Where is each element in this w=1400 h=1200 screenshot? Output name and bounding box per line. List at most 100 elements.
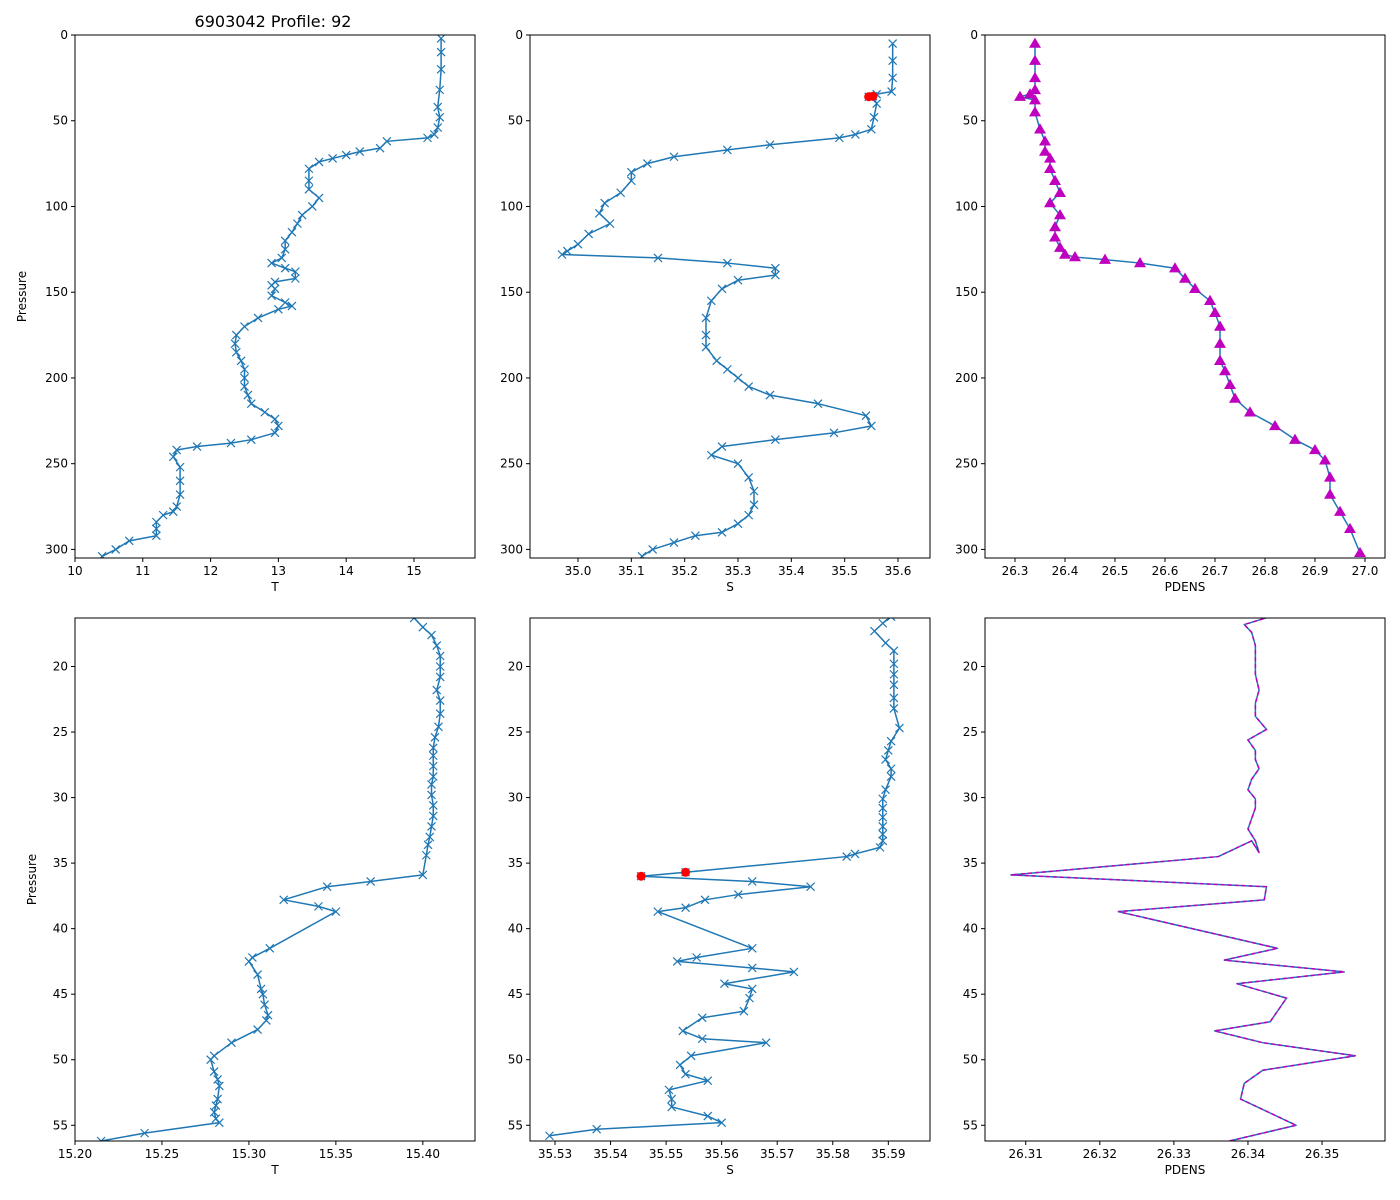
data-point-34 <box>1229 392 1241 403</box>
data-point-67 <box>111 545 121 554</box>
data-point-28 <box>314 901 323 911</box>
y-tick-label-3: 150 <box>955 285 978 299</box>
data-point-50 <box>703 1076 713 1086</box>
data-point-42 <box>236 356 246 366</box>
x-tick-label-4: 26.7 <box>1202 564 1229 578</box>
data-point-6 <box>889 669 899 679</box>
data-point-37 <box>747 963 757 973</box>
panel-bot-s: 35.53 35.54 35.55 35.56 35.57 35.58 35.59 20 25 3… <box>508 617 931 1177</box>
data-point-44 <box>1354 546 1366 558</box>
x-tick-label-3: 35.56 <box>704 1147 738 1161</box>
y-tick-label-2: 100 <box>500 199 523 213</box>
data-point-3 <box>435 85 445 95</box>
data-point-31 <box>717 284 727 294</box>
x-tick-label-3: 35.3 <box>725 564 752 578</box>
data-point-7 <box>889 680 899 690</box>
y-tick-label-4: 40 <box>508 922 523 936</box>
data-point-39 <box>253 1025 263 1035</box>
panel-bot-pdens: 26.31 26.32 26.33 26.34 26.35 20 25 30 35 40 45 50 5… <box>963 617 1386 1177</box>
data-point-29 <box>770 270 780 280</box>
x-axis-label: PDENS <box>1165 580 1206 594</box>
data-point-48 <box>209 1107 219 1117</box>
data-point-8 <box>423 133 432 143</box>
axes-frame <box>74 617 476 1142</box>
data-point-27 <box>280 263 290 273</box>
data-point-26 <box>322 882 332 892</box>
y-tick-label-4: 200 <box>45 371 68 385</box>
series-line <box>1019 43 1361 554</box>
x-tick-label-1: 26.32 <box>1083 1147 1117 1161</box>
data-point-9 <box>889 704 899 713</box>
x-tick-label-1: 35.1 <box>618 564 645 578</box>
data-point-3 <box>881 638 890 648</box>
x-tick-label-1: 11 <box>135 564 150 578</box>
x-tick-label-0: 35.53 <box>538 1147 572 1161</box>
data-point-34 <box>701 330 711 340</box>
data-point-34 <box>747 943 757 953</box>
x-tick-label-3: 13 <box>271 564 286 578</box>
data-point-4 <box>433 102 443 112</box>
data-point-51 <box>140 1128 149 1138</box>
data-point-45 <box>214 1081 224 1091</box>
data-point-47 <box>686 1051 696 1061</box>
y-tick-label-5: 250 <box>45 457 68 471</box>
data-point-9 <box>435 709 445 719</box>
data-point-38 <box>261 1015 271 1025</box>
y-tick-label-6: 300 <box>955 542 978 556</box>
data-point-4 <box>889 646 899 656</box>
y-tick-label-0: 20 <box>963 659 978 673</box>
data-point-18 <box>428 801 438 810</box>
y-tick-label-4: 40 <box>53 922 68 936</box>
data-point-35 <box>692 953 702 962</box>
data-point-39 <box>1319 454 1331 465</box>
data-point-29 <box>806 882 815 892</box>
axes-frame <box>529 617 931 1142</box>
y-tick-label-3: 150 <box>500 285 523 299</box>
data-point-14 <box>314 157 324 167</box>
figure-title: 6903042 Profile: 92 <box>195 12 352 31</box>
x-tick-label-4: 14 <box>339 564 354 578</box>
data-point-24 <box>280 244 290 254</box>
data-point-36 <box>712 356 722 366</box>
x-tick-label-5: 15 <box>406 564 421 578</box>
data-point-49 <box>744 472 754 482</box>
data-point-42 <box>861 411 871 421</box>
data-point-6 <box>1029 94 1041 105</box>
data-point-56 <box>592 1124 602 1134</box>
data-point-16 <box>427 780 436 789</box>
y-tick-label-4: 40 <box>963 922 978 936</box>
data-point-23 <box>280 236 290 246</box>
data-point-32 <box>270 284 280 294</box>
data-point-0 <box>888 39 898 48</box>
data-point-18 <box>1049 231 1061 242</box>
series-line <box>100 618 441 1141</box>
data-point-12 <box>341 150 351 160</box>
y-tick-label-1: 50 <box>508 114 523 128</box>
data-point-21 <box>1069 251 1081 262</box>
data-point-21 <box>425 832 435 842</box>
data-point-49 <box>681 1069 690 1079</box>
data-point-43 <box>697 1013 707 1023</box>
data-point-25 <box>366 877 376 886</box>
y-tick-label-3: 35 <box>508 856 523 870</box>
data-point-4 <box>435 651 445 661</box>
data-point-13 <box>328 154 338 163</box>
data-point-2 <box>1029 71 1041 83</box>
x-axis-label: S <box>726 580 734 594</box>
data-point-43 <box>866 421 876 431</box>
data-point-25 <box>1179 272 1191 283</box>
series-line <box>101 38 442 557</box>
data-point-26 <box>267 258 277 268</box>
data-point-44 <box>213 1074 223 1084</box>
data-point-61 <box>168 507 178 517</box>
data-point-47 <box>706 450 716 460</box>
data-point-33 <box>701 313 711 323</box>
data-point-34 <box>280 298 290 307</box>
data-point-10 <box>850 130 860 139</box>
data-point-0 <box>436 35 446 43</box>
x-tick-label-0: 10 <box>67 564 82 578</box>
data-point-45 <box>697 1034 707 1044</box>
data-point-8 <box>1034 123 1046 134</box>
x-tick-label-5: 35.5 <box>831 564 858 578</box>
